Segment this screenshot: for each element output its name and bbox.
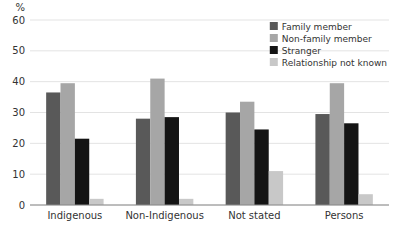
bar — [75, 139, 89, 205]
x-tick-label: Not stated — [228, 210, 280, 221]
x-tick-label: Non-Indigenous — [125, 210, 203, 221]
y-tick-label: 20 — [12, 138, 25, 149]
legend: Family member Non-family member Stranger Re… — [270, 22, 387, 68]
legend-swatch — [270, 58, 278, 66]
legend-swatch — [270, 46, 278, 54]
bar — [315, 114, 329, 205]
bar — [269, 171, 283, 205]
bar — [89, 199, 103, 205]
grid-line — [30, 50, 389, 51]
chart: 0 10 20 30 40 50 60% Indigenous Non-Indigenous No… — [0, 0, 397, 227]
grid-line — [30, 81, 389, 82]
y-tick-label: 50 — [12, 45, 25, 56]
bars — [46, 79, 373, 205]
bar — [46, 92, 60, 205]
legend-label: Stranger — [282, 46, 321, 56]
bar — [61, 83, 75, 205]
x-axis-line — [30, 205, 389, 206]
bar — [136, 119, 150, 205]
bar — [165, 117, 179, 205]
bar — [254, 129, 268, 205]
y-tick-label: 0 — [19, 200, 25, 211]
x-tick-label: Persons — [325, 210, 364, 221]
bar — [226, 113, 240, 206]
y-tick-label: 60 — [12, 15, 25, 26]
grid-line — [30, 205, 389, 206]
y-tick-label: 40 — [12, 76, 25, 87]
legend-swatch — [270, 34, 278, 42]
y-axis-label: % — [15, 2, 25, 13]
bar — [179, 199, 193, 205]
bar — [330, 83, 344, 205]
y-tick-label: 30 — [12, 107, 25, 118]
legend-swatch — [270, 22, 278, 30]
bar — [150, 79, 164, 205]
legend-label: Non-family member — [282, 34, 372, 44]
legend-label: Relationship not known — [282, 58, 387, 68]
bar — [240, 102, 254, 205]
y-tick-label: 10 — [12, 169, 25, 180]
bar — [358, 194, 372, 205]
grid-line — [30, 20, 389, 21]
legend-label: Family member — [282, 22, 352, 32]
bar — [344, 123, 358, 205]
x-tick-label: Indigenous — [47, 210, 102, 221]
